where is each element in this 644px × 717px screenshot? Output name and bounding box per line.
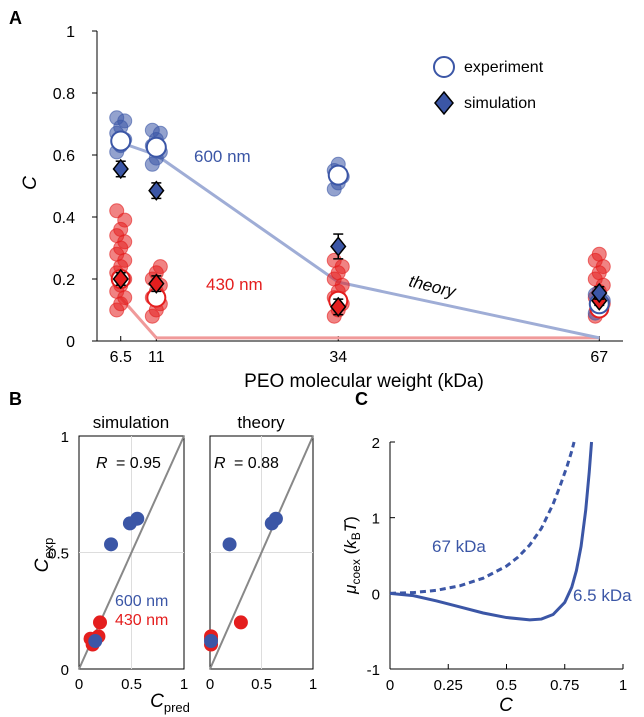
ylabel-open: ( bbox=[341, 548, 360, 559]
legend-experiment-marker bbox=[433, 56, 455, 78]
simulation-marker-430nm bbox=[148, 273, 165, 294]
ylabel-t: T bbox=[341, 520, 360, 532]
scatter-point-600nm bbox=[122, 516, 137, 531]
y-tick-label: 1 bbox=[66, 24, 75, 41]
x-tick-label: 67 bbox=[590, 349, 608, 366]
legend-experiment-label: experiment bbox=[464, 59, 544, 76]
legend-600nm: 600 nm bbox=[115, 593, 168, 610]
panel-c-xlabel: C bbox=[499, 695, 513, 716]
simulation-marker-600nm bbox=[148, 180, 165, 201]
panel-b-title-simulation: simulation bbox=[93, 413, 170, 432]
label-430nm: 430 nm bbox=[206, 275, 263, 294]
xlabel-sub: pred bbox=[164, 700, 190, 715]
simulation-marker-600nm bbox=[330, 236, 347, 257]
panel-b: 0 0.5 1 0 0.5 1 0 0.5 1 simulation theory R = 0.… bbox=[32, 413, 317, 715]
ylabel-mu: μ bbox=[341, 584, 360, 595]
x-tick-label: 11 bbox=[148, 349, 165, 366]
y-tick-label: 0.2 bbox=[53, 272, 75, 289]
panel-label-a: A bbox=[9, 8, 22, 28]
curve-67kda bbox=[389, 441, 576, 595]
scatter-point-600nm bbox=[222, 537, 237, 552]
ylabel-main: C bbox=[32, 558, 53, 572]
ylabel-k: k bbox=[341, 539, 360, 549]
simulation-marker-430nm bbox=[112, 268, 129, 290]
x-tick-label: 0.5 bbox=[121, 676, 142, 693]
ylabel-coex: coex bbox=[349, 559, 363, 584]
x-tick-label: 1 bbox=[619, 677, 627, 694]
x-tick-label: 0 bbox=[386, 677, 394, 694]
y-tick-label: 0.5 bbox=[48, 546, 69, 563]
panel-a-legend: experiment simulation bbox=[433, 56, 544, 116]
theory-line-430nm bbox=[119, 296, 600, 340]
experiment-point-600nm bbox=[109, 110, 125, 126]
experiment-point-430nm bbox=[591, 246, 607, 262]
r-value: = 0.88 bbox=[234, 455, 279, 472]
scatter-point-430nm bbox=[93, 615, 107, 630]
panel-label-b: B bbox=[9, 389, 22, 409]
label-600nm: 600 nm bbox=[194, 147, 251, 166]
panel-a-xlabel: PEO molecular weight (kDa) bbox=[244, 371, 484, 392]
legend-430nm: 430 nm bbox=[115, 612, 168, 629]
curve-6-5kda bbox=[389, 441, 594, 622]
experiment-mean-600nm bbox=[110, 130, 132, 152]
scatter-point-600nm bbox=[88, 634, 103, 649]
scatter-point-430nm bbox=[233, 615, 248, 630]
panel-b-r-simulation: R = 0.95 bbox=[96, 455, 161, 472]
experiment-mean-600nm bbox=[327, 164, 349, 186]
y-tick-label: 0.4 bbox=[53, 210, 75, 227]
simulation-marker-600nm bbox=[591, 282, 608, 304]
r-symbol: R bbox=[214, 455, 226, 472]
experiment-point-430nm bbox=[109, 203, 125, 219]
x-tick-label: 0.75 bbox=[550, 677, 579, 694]
curve-label-6-5kda: 6.5 kDa bbox=[573, 586, 632, 605]
ylabel-kb-sub: B bbox=[349, 532, 363, 540]
simulation-marker-600nm bbox=[112, 158, 129, 180]
y-tick-label: 1 bbox=[61, 429, 69, 446]
panel-b-r-theory: R = 0.88 bbox=[214, 455, 279, 472]
panel-b-xlabel: Cpred bbox=[150, 691, 190, 715]
x-tick-label: 0.5 bbox=[496, 677, 517, 694]
scatter-point-600nm bbox=[204, 634, 219, 649]
x-tick-label: 0.5 bbox=[251, 676, 272, 693]
y-tick-label: 0.6 bbox=[53, 148, 75, 165]
experiment-point-600nm bbox=[144, 122, 160, 138]
panel-a-ylabel: C bbox=[20, 176, 41, 190]
panel-label-c: C bbox=[355, 389, 368, 409]
scatter-point-600nm bbox=[264, 516, 279, 531]
legend-simulation-label: simulation bbox=[464, 95, 536, 112]
panel-c: 0 0.25 0.5 0.75 1 -1 0 1 2 67 kDa 6.5 kDa C μcoe… bbox=[341, 435, 632, 716]
r-symbol: R bbox=[96, 455, 108, 472]
ylabel-close: ) bbox=[341, 516, 360, 522]
y-tick-label: 0.8 bbox=[53, 86, 75, 103]
x-tick-label: 1 bbox=[309, 676, 317, 693]
experiment-point-430nm bbox=[152, 259, 168, 275]
y-tick-label: 1 bbox=[372, 511, 380, 528]
r-value: = 0.95 bbox=[116, 455, 161, 472]
y-tick-label: 0 bbox=[66, 334, 75, 351]
xlabel-main: C bbox=[150, 691, 164, 712]
identity-line bbox=[209, 435, 314, 670]
panel-b-title-theory: theory bbox=[237, 413, 285, 432]
x-tick-label: 0 bbox=[75, 676, 83, 693]
curve-label-67kda: 67 kDa bbox=[432, 537, 486, 556]
panel-c-ylabel: μcoex (kBT) bbox=[341, 516, 363, 595]
scatter-point-600nm bbox=[104, 537, 119, 552]
x-tick-label: 6.5 bbox=[110, 349, 132, 366]
x-tick-label: 0 bbox=[206, 676, 214, 693]
experiment-mean-600nm bbox=[145, 136, 167, 158]
simulation-marker-430nm bbox=[330, 296, 347, 318]
y-tick-label: 2 bbox=[372, 435, 380, 452]
panel-a: 0 0.2 0.4 0.6 0.8 1 6.5 11 34 67 C PEO molecular… bbox=[20, 24, 623, 392]
theory-line-600nm bbox=[120, 141, 600, 340]
x-tick-label: 1 bbox=[180, 676, 188, 693]
ylabel-sub: exp bbox=[41, 538, 56, 559]
y-tick-label: -1 bbox=[367, 662, 380, 679]
panel-b-ylabel: Cexp bbox=[32, 538, 56, 573]
y-tick-label: 0 bbox=[372, 586, 380, 603]
y-tick-label: 0 bbox=[61, 662, 69, 679]
x-tick-label: 0.25 bbox=[434, 677, 463, 694]
legend-simulation-marker bbox=[434, 90, 454, 116]
x-tick-label: 34 bbox=[329, 349, 347, 366]
